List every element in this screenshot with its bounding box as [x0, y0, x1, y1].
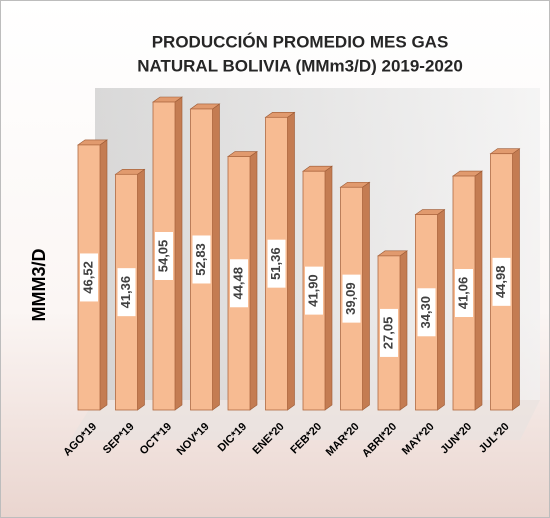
value-label-box — [267, 239, 286, 288]
value-label-box — [80, 253, 98, 302]
value-label-box — [380, 308, 398, 357]
value-label-box — [417, 288, 436, 337]
bar-side — [212, 103, 220, 411]
bar-side — [362, 181, 370, 411]
value-label: 41,06 — [455, 277, 470, 310]
bar-side — [437, 208, 445, 411]
chart-title: NATURAL BOLIVIA (MMm3/D) 2019-2020 — [137, 56, 463, 75]
value-label-box — [455, 269, 473, 318]
value-label-box — [192, 235, 211, 284]
value-label: 34,30 — [418, 296, 433, 329]
value-label: 41,90 — [305, 274, 320, 307]
value-label: 44,98 — [493, 266, 508, 299]
value-label: 41,36 — [118, 276, 133, 309]
value-label-box — [117, 268, 136, 317]
bar-side — [399, 250, 408, 411]
value-label-box — [230, 259, 248, 308]
value-label: 39,09 — [343, 282, 358, 315]
value-label: 46,52 — [80, 261, 95, 294]
bar-side — [137, 168, 145, 411]
bar-side — [287, 111, 295, 411]
value-label-box — [305, 266, 323, 315]
value-label-box — [155, 232, 173, 280]
value-label-box — [342, 274, 361, 323]
bar-side — [474, 170, 483, 411]
bar-side — [512, 148, 520, 411]
value-label-box — [492, 257, 511, 306]
bar-side — [174, 96, 183, 411]
value-label: 52,83 — [193, 243, 208, 276]
y-axis-label: MMM3/D — [29, 249, 49, 322]
value-label: 27,05 — [380, 317, 395, 350]
value-label: 51,36 — [268, 247, 283, 280]
bar-side — [99, 139, 108, 411]
chart-title: PRODUCCIÓN PROMEDIO MES GAS — [152, 32, 449, 51]
bar-side — [324, 165, 333, 411]
bar-side — [249, 150, 258, 411]
value-label: 44,48 — [230, 267, 245, 300]
value-label: 54,05 — [155, 240, 170, 273]
